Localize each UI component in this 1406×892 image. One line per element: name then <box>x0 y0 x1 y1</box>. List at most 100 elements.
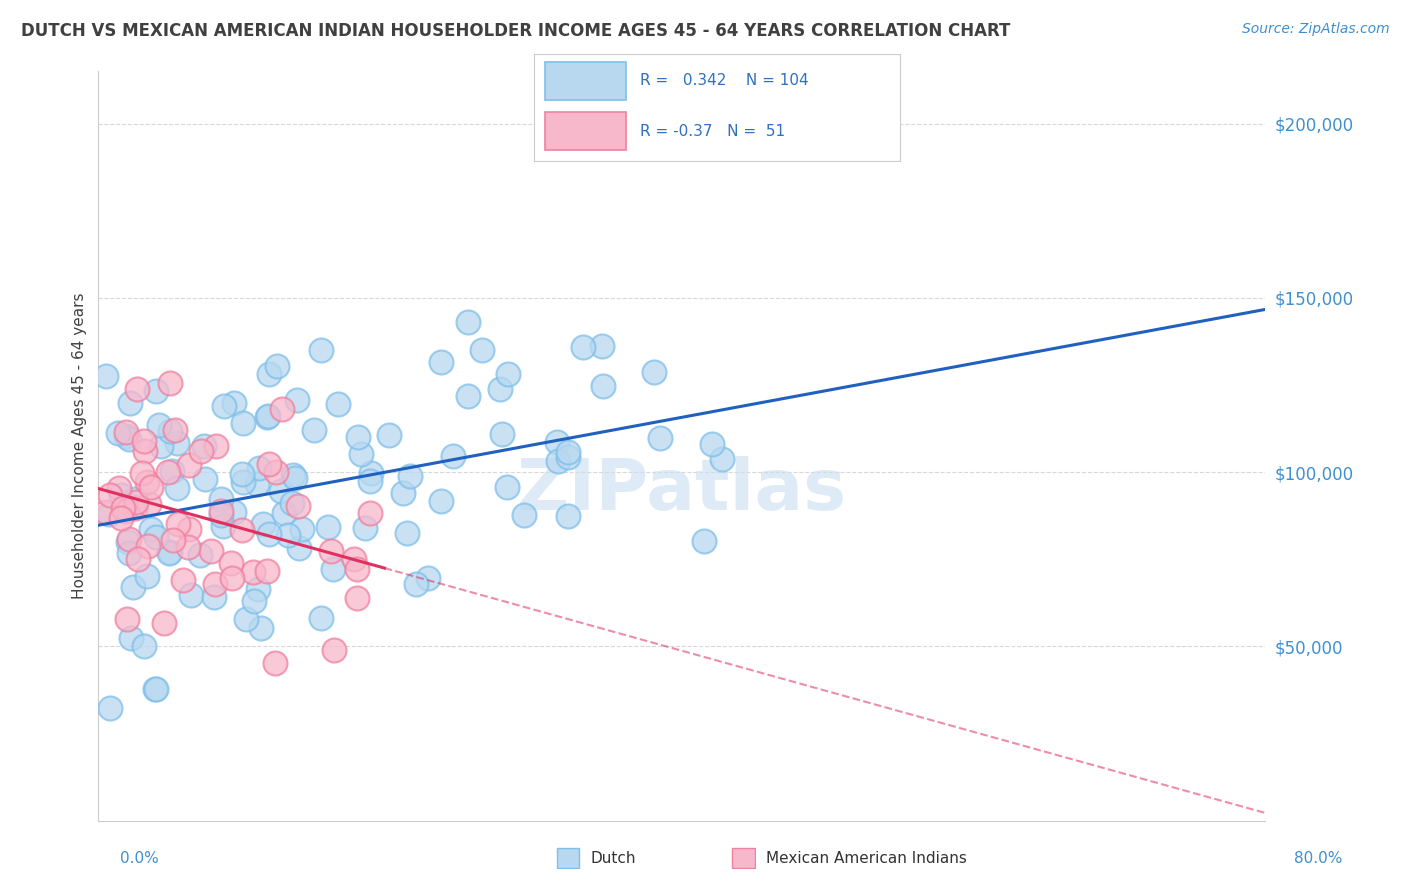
Point <box>125 495 148 509</box>
Point <box>457 315 479 329</box>
Point <box>346 562 368 576</box>
Point <box>124 501 146 516</box>
Point <box>257 367 280 381</box>
Point <box>118 432 141 446</box>
Point <box>591 338 613 352</box>
Point <box>219 556 242 570</box>
Point <box>135 475 157 490</box>
Point <box>127 552 149 566</box>
Point <box>700 436 723 450</box>
Point <box>328 397 350 411</box>
Point <box>231 467 253 481</box>
Point <box>194 472 217 486</box>
Point <box>246 477 269 491</box>
Point <box>200 544 222 558</box>
Point <box>94 505 117 519</box>
Point <box>266 465 288 479</box>
Point <box>311 611 333 625</box>
Point <box>209 508 232 522</box>
Point <box>250 622 273 636</box>
Point <box>471 343 494 357</box>
Point <box>179 458 201 472</box>
Point <box>111 500 134 515</box>
Bar <box>546 112 626 150</box>
Point <box>547 454 569 468</box>
Point <box>209 491 232 506</box>
Point <box>418 571 440 585</box>
Point <box>120 632 142 646</box>
Point <box>429 494 451 508</box>
Point <box>231 523 253 537</box>
Point <box>188 548 211 562</box>
Point <box>359 474 381 488</box>
Point <box>156 465 179 479</box>
Text: R = -0.37   N =  51: R = -0.37 N = 51 <box>640 124 786 138</box>
Point <box>405 577 427 591</box>
Point <box>347 430 370 444</box>
Point <box>166 435 188 450</box>
Point <box>149 439 172 453</box>
Point <box>209 504 232 518</box>
Point <box>396 525 419 540</box>
Point <box>138 497 160 511</box>
Text: Mexican American Indians: Mexican American Indians <box>766 851 967 865</box>
Point <box>136 539 159 553</box>
Point <box>495 480 517 494</box>
Point <box>134 434 156 448</box>
Point <box>143 682 166 697</box>
Y-axis label: Householder Income Ages 45 - 64 years: Householder Income Ages 45 - 64 years <box>72 293 87 599</box>
Point <box>190 443 212 458</box>
Point <box>159 376 181 390</box>
Point <box>488 383 510 397</box>
Point <box>235 612 257 626</box>
Bar <box>546 62 626 100</box>
Point <box>271 401 294 416</box>
Point <box>281 468 304 483</box>
Point <box>222 505 245 519</box>
Point <box>136 569 159 583</box>
Text: ZIPatlas: ZIPatlas <box>517 457 846 525</box>
Point <box>322 562 344 576</box>
Point <box>118 395 141 409</box>
Point <box>162 533 184 547</box>
Point <box>256 564 278 578</box>
Point <box>277 528 299 542</box>
Point <box>232 416 254 430</box>
Point <box>179 522 201 536</box>
Point <box>157 546 180 560</box>
Point <box>557 450 579 464</box>
Point <box>97 507 120 521</box>
Point <box>115 429 138 443</box>
Point <box>322 642 344 657</box>
Point <box>212 399 235 413</box>
Point <box>378 428 401 442</box>
Point <box>159 424 181 438</box>
Point <box>287 499 309 513</box>
Point <box>264 657 287 671</box>
Point <box>302 423 325 437</box>
Point <box>259 457 281 471</box>
Point <box>648 431 671 445</box>
Point <box>350 447 373 461</box>
Point <box>711 451 734 466</box>
Point <box>273 506 295 520</box>
Point <box>284 471 307 485</box>
Point <box>513 508 536 522</box>
Point <box>256 410 278 425</box>
Text: Dutch: Dutch <box>591 851 636 865</box>
Point <box>114 503 136 517</box>
Point <box>291 523 314 537</box>
Point <box>391 485 413 500</box>
Point <box>643 365 665 379</box>
Point <box>346 591 368 605</box>
Point <box>359 506 381 520</box>
Point <box>117 535 139 549</box>
Point <box>98 488 121 502</box>
Point <box>141 480 163 494</box>
Point <box>132 640 155 654</box>
Point <box>360 466 382 480</box>
Point <box>491 426 513 441</box>
Point <box>443 449 465 463</box>
Point <box>134 444 156 458</box>
Point <box>124 492 146 507</box>
